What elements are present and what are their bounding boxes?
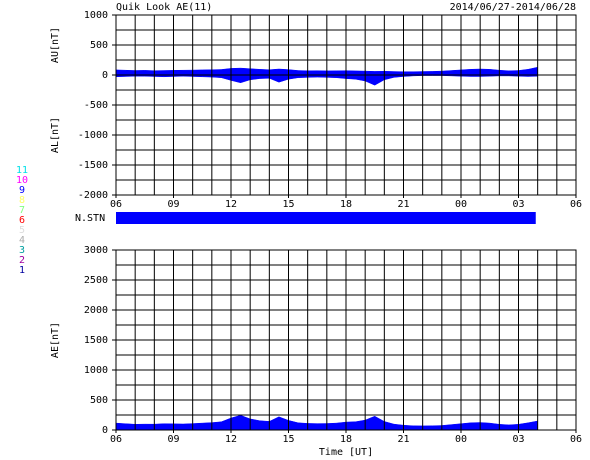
x-axis-label: Time [UT] (319, 447, 373, 458)
x-tick-label: 15 (282, 434, 294, 445)
data-area (115, 74, 538, 86)
legend-entry: 11 (16, 165, 28, 176)
legend-entry: 9 (19, 185, 25, 196)
legend-entry: 8 (19, 195, 25, 206)
x-tick-label: 18 (340, 434, 352, 445)
x-tick-label: 21 (397, 434, 409, 445)
y-tick-label: 2500 (84, 275, 108, 286)
x-tick-label: 06 (570, 199, 582, 210)
legend-entry: 2 (19, 255, 25, 266)
x-tick-label: 06 (110, 199, 122, 210)
x-tick-label: 03 (512, 199, 524, 210)
x-tick-label: 06 (110, 434, 122, 445)
x-tick-label: 21 (397, 199, 409, 210)
y-tick-label: 500 (90, 40, 108, 51)
x-tick-label: 12 (225, 434, 237, 445)
y-tick-label: 0 (102, 425, 108, 436)
station-bar (116, 212, 536, 224)
y-axis-label: AE[nT] (50, 322, 61, 358)
legend-entry: 3 (19, 245, 25, 256)
data-area (115, 415, 538, 431)
y-tick-label: -1500 (78, 160, 108, 171)
legend-entry: 6 (19, 215, 25, 226)
y-tick-label: 1500 (84, 335, 108, 346)
y-axis-label: AU[nT] (50, 27, 61, 63)
x-tick-label: 12 (225, 199, 237, 210)
legend-entry: 4 (19, 235, 25, 246)
y-tick-label: 3000 (84, 245, 108, 256)
x-tick-label: 09 (167, 199, 179, 210)
x-tick-label: 18 (340, 199, 352, 210)
x-tick-label: 06 (570, 434, 582, 445)
y-tick-label: 0 (102, 70, 108, 81)
y-tick-label: 2000 (84, 305, 108, 316)
legend-entry: 5 (19, 225, 25, 236)
y-tick-label: 1000 (84, 365, 108, 376)
y-tick-label: 500 (90, 395, 108, 406)
y-tick-label: -2000 (78, 190, 108, 201)
x-tick-label: 03 (512, 434, 524, 445)
x-tick-label: 15 (282, 199, 294, 210)
x-tick-label: 09 (167, 434, 179, 445)
y-tick-label: -1000 (78, 130, 108, 141)
legend-entry: 1 (19, 265, 25, 276)
x-tick-label: 00 (455, 434, 467, 445)
y-tick-label: -500 (84, 100, 108, 111)
legend-entry: 7 (19, 205, 25, 216)
legend-entry: 10 (16, 175, 28, 186)
y-tick-label: 1000 (84, 10, 108, 21)
x-tick-label: 00 (455, 199, 467, 210)
title: Quik Look AE(11) (116, 2, 212, 13)
y-axis-label: AL[nT] (50, 117, 61, 153)
station-label: N.STN (75, 213, 105, 224)
date-range: 2014/06/27-2014/06/28 (450, 2, 576, 13)
